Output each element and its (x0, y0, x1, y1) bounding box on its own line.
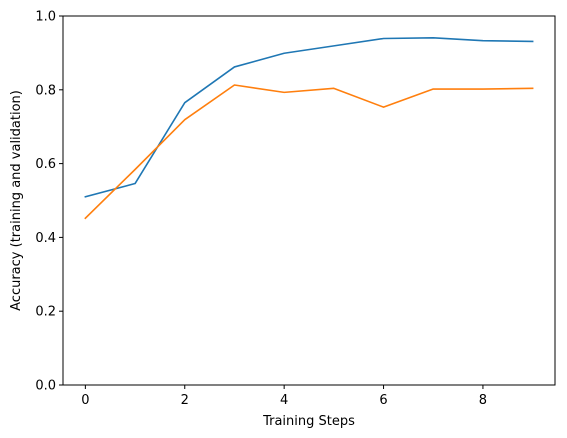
y-tick-label: 0.4 (35, 231, 56, 246)
x-tick-label: 0 (81, 393, 89, 408)
series-line-2 (84, 84, 534, 220)
y-axis: 0.0 0.2 0.4 0.6 0.8 1.0 (35, 10, 63, 394)
series-layer (84, 36, 534, 220)
y-tick-label: 0.6 (35, 157, 56, 172)
series-line-1 (84, 36, 534, 198)
x-tick-label: 4 (280, 393, 288, 408)
y-tick-label: 0.2 (35, 305, 56, 320)
plot-frame (62, 15, 556, 386)
y-tick-label: 0.0 (35, 379, 56, 394)
x-tick-label: 2 (181, 393, 189, 408)
y-axis-label: Accuracy (training and validation) (9, 90, 24, 311)
y-tick-label: 1.0 (35, 10, 56, 25)
x-tick-label: 6 (379, 393, 387, 408)
y-tick-label: 0.8 (35, 83, 56, 98)
x-axis-label: Training Steps (262, 414, 355, 429)
x-tick-label: 8 (479, 393, 487, 408)
x-axis: 0 2 4 6 8 (81, 385, 487, 408)
plot-border (62, 15, 556, 386)
